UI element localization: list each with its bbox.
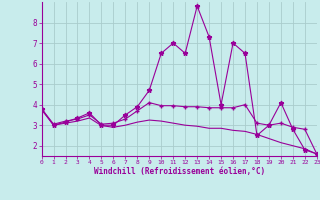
X-axis label: Windchill (Refroidissement éolien,°C): Windchill (Refroidissement éolien,°C) [94, 167, 265, 176]
